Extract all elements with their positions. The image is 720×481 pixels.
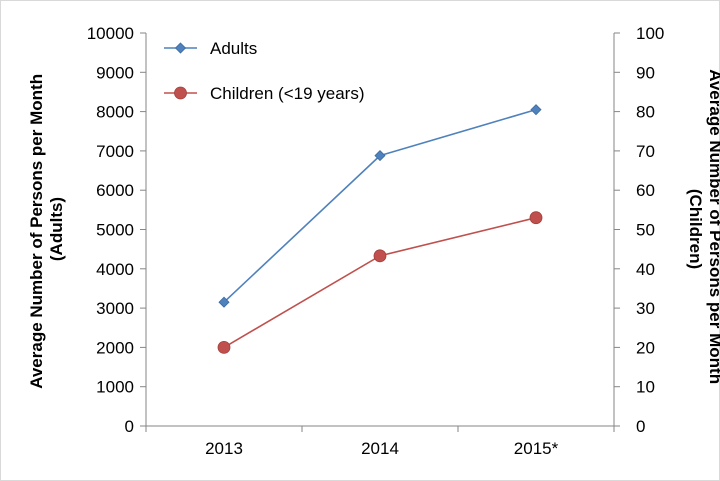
data-point-adults	[530, 104, 542, 116]
data-point-children	[217, 340, 231, 354]
data-point-children	[529, 211, 543, 225]
left-y-tick-label: 0	[125, 417, 134, 436]
right-y-tick-label: 0	[636, 417, 645, 436]
left-y-axis-title: Average Number of Persons per Month (Adu…	[27, 69, 66, 389]
series-line-adults	[223, 108, 537, 303]
right-y-tick-label: 70	[636, 142, 655, 161]
right-y-tick-label: 40	[636, 260, 655, 279]
series-layer	[217, 104, 543, 354]
right-y-tick-label: 30	[636, 299, 655, 318]
legend: Adults Children (<19 years)	[164, 39, 365, 103]
right-y-tick-label: 60	[636, 181, 655, 200]
series-line-children	[223, 216, 537, 349]
left-y-tick-label: 10000	[87, 24, 134, 43]
left-y-tick-label: 7000	[96, 142, 134, 161]
left-y-tick-label: 1000	[96, 378, 134, 397]
left-y-tick-label: 3000	[96, 299, 134, 318]
left-y-axis-title-line-2: (Adults)	[47, 197, 66, 261]
right-y-tick-label: 20	[636, 338, 655, 357]
legend-adults-marker	[174, 42, 187, 54]
right-y-tick-label: 10	[636, 378, 655, 397]
data-point-children	[373, 249, 387, 263]
left-y-tick-label: 5000	[96, 221, 134, 240]
legend-adults-label: Adults	[210, 39, 257, 58]
right-y-axis-title-line-1: Average Number of Persons per Month	[706, 69, 720, 384]
x-tick-label: 2013	[205, 439, 243, 458]
x-ticks: 2013 2014 2015*	[145, 426, 615, 458]
right-y-axis-title: Average Number of Persons per Month (Chi…	[686, 69, 720, 389]
left-y-tick-label: 6000	[96, 181, 134, 200]
legend-children-label: Children (<19 years)	[210, 84, 365, 103]
left-y-tick-label: 2000	[96, 338, 134, 357]
x-tick-label: 2014	[361, 439, 399, 458]
right-y-tick-label: 100	[636, 24, 664, 43]
data-point-adults	[218, 296, 230, 308]
right-y-tick-label: 80	[636, 103, 655, 122]
data-point-adults	[374, 150, 386, 162]
right-y-tick-label: 90	[636, 63, 655, 82]
left-y-tick-label: 8000	[96, 103, 134, 122]
left-y-tick-label: 4000	[96, 260, 134, 279]
x-tick-label: 2015*	[514, 439, 559, 458]
right-y-ticks: 0 10 20 30 40 50 60 70 80 90 100	[614, 24, 664, 436]
left-y-axis-title-line-1: Average Number of Persons per Month	[27, 74, 46, 389]
left-y-ticks: 0 1000 2000 3000 4000 5000 6000 7000 8000 9000 100…	[87, 24, 146, 436]
legend-children-marker	[174, 86, 187, 100]
right-y-axis-title-line-2: (Children)	[686, 189, 705, 269]
right-y-tick-label: 50	[636, 221, 655, 240]
left-y-tick-label: 9000	[96, 63, 134, 82]
